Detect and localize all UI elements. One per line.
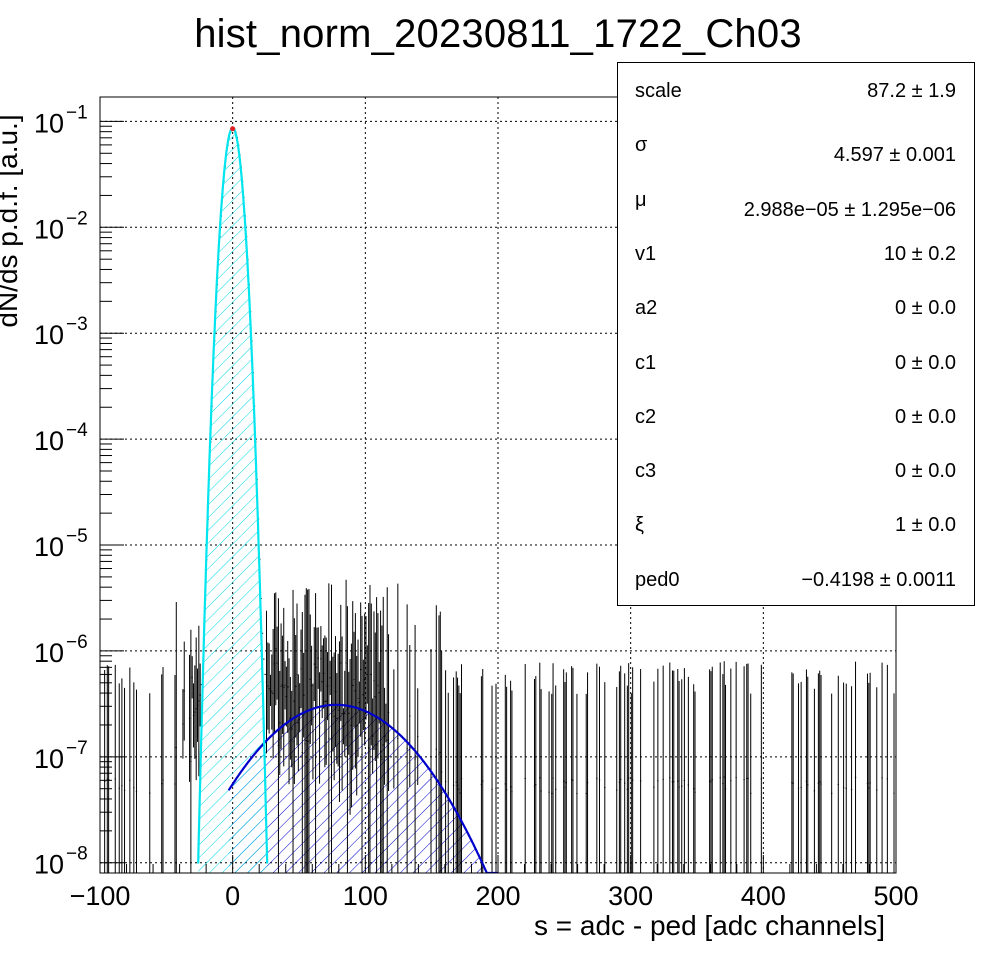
- y-tick-label: 10: [34, 426, 64, 456]
- x-axis-label: s = adc - ped [adc channels]: [534, 910, 885, 941]
- y-tick-label: 10: [34, 214, 64, 244]
- stat-name: v1: [635, 242, 657, 265]
- stat-name: scale: [635, 80, 682, 102]
- y-tick-label: 10: [34, 850, 64, 880]
- stat-row: σ 4.597 ± 0.001: [618, 134, 974, 166]
- stat-value: 10 ± 0.2: [883, 242, 956, 265]
- y-tick-exponent: −6: [66, 632, 88, 653]
- stat-row: c1 0 ± 0.0: [618, 352, 974, 376]
- stat-name: ped0: [635, 568, 680, 591]
- y-tick-exponent: −3: [66, 314, 88, 335]
- stat-row: a2 0 ± 0.0: [618, 297, 974, 321]
- x-tick-label: 200: [475, 881, 520, 911]
- stat-value: −0.4198 ± 0.0011: [801, 568, 956, 591]
- stat-row: μ 2.988e−05 ± 1.295e−06: [618, 188, 974, 221]
- stat-value: 0 ± 0.0: [894, 351, 956, 374]
- fit-curves: [197, 126, 498, 873]
- y-tick-exponent: −1: [66, 102, 88, 123]
- stat-value: 2.988e−05 ± 1.295e−06: [743, 198, 956, 221]
- x-tick-label: 400: [741, 881, 786, 911]
- stat-value: 0 ± 0.0: [894, 460, 956, 483]
- x-tick-label: 0: [225, 881, 240, 911]
- y-tick-exponent: −4: [66, 420, 88, 441]
- x-tick-label: 500: [873, 881, 918, 911]
- signal-fit-curve: [227, 703, 498, 873]
- y-tick-label: 10: [34, 744, 64, 774]
- chart-title: hist_norm_20230811_1722_Ch03: [194, 12, 802, 56]
- y-tick-label: 10: [34, 638, 64, 668]
- stat-name: c2: [635, 405, 657, 428]
- stat-row: scale 87.2 ± 1.9: [618, 80, 974, 104]
- y-tick-exponent: −8: [66, 844, 88, 865]
- stat-value: 0 ± 0.0: [894, 297, 956, 320]
- stat-row: ξ 1 ± 0.0: [618, 514, 974, 538]
- stat-value: 4.597 ± 0.001: [833, 144, 956, 167]
- stat-name: c1: [635, 351, 657, 374]
- y-tick-label: 10: [34, 532, 64, 562]
- stat-row: c2 0 ± 0.0: [618, 406, 974, 430]
- y-tick-label: 10: [34, 108, 64, 138]
- y-tick-exponent: −7: [66, 738, 88, 759]
- y-tick-label: 10: [34, 320, 64, 350]
- stat-row: c3 0 ± 0.0: [618, 460, 974, 484]
- histogram-bars: [103, 127, 895, 873]
- fit-fill-areas: [198, 127, 498, 873]
- stat-name: a2: [635, 297, 658, 320]
- x-tick-label: 100: [343, 881, 388, 911]
- stat-name: σ: [635, 134, 648, 157]
- stat-name: ξ: [635, 514, 644, 537]
- stat-row: v1 10 ± 0.2: [618, 243, 974, 267]
- y-tick-exponent: −2: [66, 208, 88, 229]
- x-tick-label: 300: [608, 881, 653, 911]
- stat-value: 1 ± 0.0: [894, 514, 956, 537]
- y-axis-label: dN/ds p.d.f. [a.u.]: [0, 114, 23, 328]
- stat-name: μ: [635, 188, 647, 211]
- y-tick-exponent: −5: [66, 526, 88, 547]
- stat-value: 87.2 ± 1.9: [867, 80, 956, 102]
- stat-value: 0 ± 0.0: [894, 405, 956, 428]
- fit-stats-box: scale 87.2 ± 1.9 σ 4.597 ± 0.001 μ 2.988e−05 …: [617, 62, 975, 606]
- stat-name: c3: [635, 460, 657, 483]
- axes: −100 0 100 200 300 400 50010−810−710−610−510−4…: [34, 102, 919, 911]
- stat-row: ped0 −0.4198 ± 0.0011: [618, 569, 974, 593]
- peak-marker: [230, 126, 236, 132]
- x-tick-label: −100: [70, 881, 131, 911]
